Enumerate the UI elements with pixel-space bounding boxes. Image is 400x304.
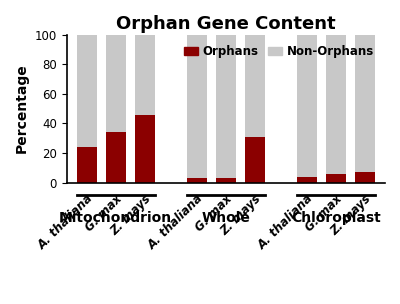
Y-axis label: Percentage: Percentage — [15, 64, 29, 154]
Bar — [355, 35, 375, 172]
Bar — [326, 174, 346, 183]
Bar — [326, 35, 346, 174]
Bar — [134, 35, 155, 115]
Text: Mitochondrion: Mitochondrion — [59, 211, 172, 225]
Bar — [187, 178, 207, 183]
Bar — [106, 132, 126, 183]
Bar — [297, 177, 317, 183]
Text: Whole: Whole — [201, 211, 250, 225]
Bar — [244, 35, 265, 137]
Bar — [216, 178, 236, 183]
Bar — [355, 172, 375, 183]
Legend: Orphans, Non-Orphans: Orphans, Non-Orphans — [179, 40, 379, 63]
Bar — [77, 35, 97, 147]
Bar — [134, 115, 155, 183]
Bar — [77, 147, 97, 183]
Bar — [216, 35, 236, 178]
Bar — [244, 137, 265, 183]
Bar — [187, 35, 207, 178]
Bar — [106, 35, 126, 132]
Title: Orphan Gene Content: Orphan Gene Content — [116, 15, 336, 33]
Bar — [297, 35, 317, 177]
Text: Chloroplast: Chloroplast — [291, 211, 381, 225]
